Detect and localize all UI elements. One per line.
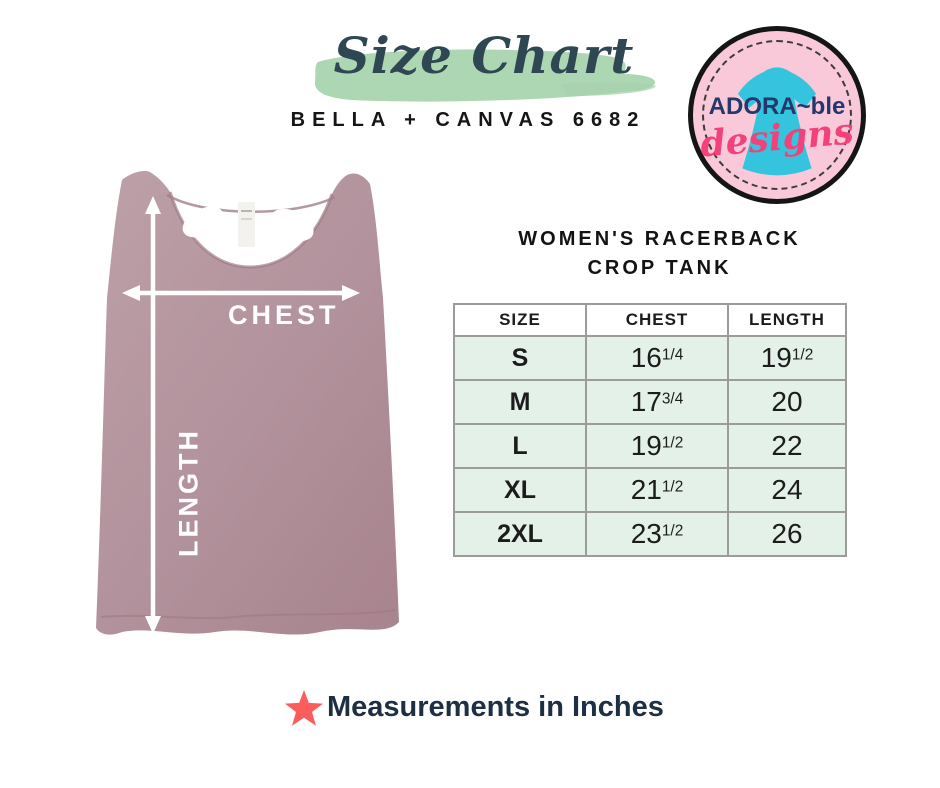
chest-value: 231/2 (585, 511, 729, 557)
table-row-xl: XL 211/2 24 (453, 467, 847, 513)
logo-brand-name: ADORA~ble (708, 93, 846, 120)
chest-value: 191/2 (585, 423, 729, 469)
table-row-m: M 173/4 20 (453, 379, 847, 425)
tank-silhouette (96, 170, 399, 635)
units-note: Measurements in Inches (327, 691, 664, 723)
chest-arrow (122, 285, 360, 301)
length-measure-label: LENGTH (173, 428, 204, 557)
size-value: 2XL (453, 511, 587, 557)
chest-measure-label: CHEST (228, 300, 340, 330)
product-name-line2: CROP TANK (587, 257, 732, 279)
product-model-subtitle: BELLA + CANVAS 6682 (290, 109, 646, 131)
logo-dashed-ring (702, 40, 852, 190)
table-row-s: S 161/4 191/2 (453, 335, 847, 381)
size-value: L (453, 423, 587, 469)
tshirt-icon (738, 67, 816, 176)
size-table-header-row: SIZE CHEST LENGTH (453, 303, 847, 337)
column-header-chest: CHEST (585, 303, 729, 337)
chest-value: 173/4 (585, 379, 729, 425)
page-title: Size Chart (333, 26, 635, 85)
chest-value: 211/2 (585, 467, 729, 513)
product-name-line1: WOMEN'S RACERBACK (518, 228, 801, 250)
size-value: S (453, 335, 587, 381)
length-value: 191/2 (727, 335, 847, 381)
star-icon (284, 690, 324, 726)
product-photo (96, 170, 399, 635)
brand-logo: ADORA~ble designs (688, 26, 866, 204)
length-value: 24 (727, 467, 847, 513)
length-value: 20 (727, 379, 847, 425)
neck-tag (238, 202, 255, 247)
racerback-cutout-left (182, 206, 224, 238)
size-table: SIZE CHEST LENGTH S 161/4 191/2 M 173/4 … (453, 303, 847, 557)
racerback-cutout-right (270, 208, 314, 242)
table-row-l: L 191/2 22 (453, 423, 847, 469)
size-value: XL (453, 467, 587, 513)
chest-value: 161/4 (585, 335, 729, 381)
column-header-size: SIZE (453, 303, 587, 337)
column-header-length: LENGTH (727, 303, 847, 337)
table-row-2xl: 2XL 231/2 26 (453, 511, 847, 557)
size-value: M (453, 379, 587, 425)
length-arrow (145, 196, 161, 634)
length-value: 22 (727, 423, 847, 469)
length-value: 26 (727, 511, 847, 557)
brush-stroke (312, 44, 657, 106)
